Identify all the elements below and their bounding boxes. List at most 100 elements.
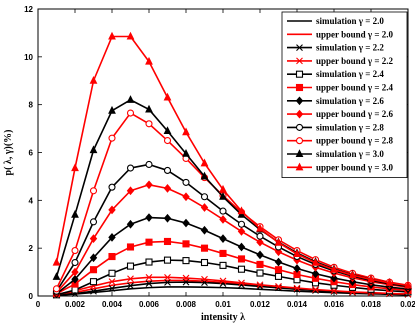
y-tick-label: 12: [24, 5, 33, 14]
data-point: [200, 225, 209, 235]
data-point: [145, 56, 153, 65]
legend-marker: [296, 44, 303, 51]
data-point: [145, 280, 153, 287]
x-tick-label: 0.016: [324, 300, 345, 309]
data-point: [237, 227, 246, 236]
data-point: [219, 277, 227, 285]
x-tick-label: 0: [36, 300, 41, 309]
data-point: [163, 126, 172, 135]
data-point: [293, 249, 301, 257]
data-point: [256, 250, 264, 260]
legend-label: upper bound γ = 2.8: [316, 136, 393, 146]
data-point: [182, 240, 190, 248]
data-point: [219, 234, 227, 243]
legend-label: upper bound γ = 2.6: [316, 109, 393, 119]
legend-marker: [295, 70, 304, 78]
legend-item: upper bound γ = 2.2: [287, 56, 393, 66]
data-point: [200, 258, 209, 267]
data-point: [404, 280, 412, 289]
series-6: [52, 213, 412, 298]
data-point: [126, 262, 135, 270]
data-point: [274, 237, 283, 246]
data-point: [71, 274, 79, 284]
legend-item: upper bound γ = 2.8: [287, 136, 393, 146]
data-point: [108, 233, 116, 242]
data-point: [237, 209, 246, 218]
data-point: [182, 274, 190, 282]
data-point: [275, 283, 282, 290]
data-point: [145, 213, 153, 222]
data-point: [108, 278, 116, 286]
data-point: [145, 120, 153, 128]
data-point: [89, 253, 98, 263]
data-point: [71, 258, 79, 267]
legend-marker: [295, 162, 304, 171]
x-axis-label: intensity λ: [201, 312, 245, 323]
legend-item: simulation γ = 2.8: [287, 122, 384, 132]
legend-marker: [295, 137, 304, 145]
data-point: [126, 186, 135, 196]
series-11: [52, 31, 412, 289]
y-tick-label: 2: [29, 244, 34, 253]
legend-label: simulation γ = 2.6: [316, 96, 384, 106]
data-point: [237, 220, 246, 228]
data-point: [145, 104, 153, 113]
legend-marker: [296, 57, 303, 65]
data-point: [52, 272, 61, 280]
data-point: [108, 134, 116, 142]
data-point: [127, 282, 134, 290]
data-point: [108, 269, 116, 277]
data-point: [163, 256, 172, 264]
legend-item: simulation γ = 3.0: [287, 149, 384, 159]
data-point: [256, 223, 264, 232]
data-point: [237, 265, 246, 273]
data-point: [182, 148, 190, 157]
data-point: [312, 286, 319, 293]
data-point: [126, 219, 135, 229]
data-point: [145, 180, 153, 190]
data-point: [164, 273, 171, 281]
data-point: [201, 275, 208, 283]
legend-marker: [295, 109, 304, 119]
x-tick-label: 0.004: [102, 300, 123, 309]
legend-box: [281, 11, 408, 179]
series-layer: [52, 31, 412, 299]
data-point: [293, 264, 301, 273]
data-point: [71, 163, 79, 172]
legend-label: simulation γ = 2.4: [316, 69, 384, 79]
data-point: [219, 249, 227, 257]
legend-label: simulation γ = 2.8: [316, 122, 384, 132]
legend-label: upper bound γ = 2.0: [316, 29, 393, 39]
data-point: [256, 281, 264, 289]
data-point: [219, 184, 227, 193]
data-point: [367, 274, 375, 283]
legend-label: upper bound γ = 2.2: [316, 56, 393, 66]
data-point: [126, 243, 135, 251]
data-point: [219, 192, 227, 200]
data-point: [90, 287, 97, 295]
legend-marker: [295, 149, 304, 158]
data-point: [200, 203, 209, 212]
data-point: [89, 76, 98, 84]
data-point: [164, 278, 171, 286]
y-tick-label: 4: [29, 196, 34, 205]
data-point: [182, 257, 190, 265]
series-line: [56, 286, 409, 297]
data-point: [126, 164, 135, 172]
data-point: [108, 183, 116, 191]
data-point: [311, 269, 320, 279]
data-point: [200, 171, 209, 180]
x-tick-label: 0.008: [176, 300, 197, 309]
legend-item: upper bound γ = 3.0: [287, 162, 393, 172]
data-point: [145, 238, 153, 246]
data-point: [330, 273, 338, 283]
data-point: [256, 237, 264, 247]
data-point: [145, 258, 153, 266]
data-point: [108, 252, 116, 261]
data-point: [274, 247, 283, 257]
x-tick-label: 0.02: [400, 300, 415, 309]
data-point: [238, 279, 245, 287]
data-point: [312, 287, 319, 294]
data-point: [274, 266, 283, 274]
